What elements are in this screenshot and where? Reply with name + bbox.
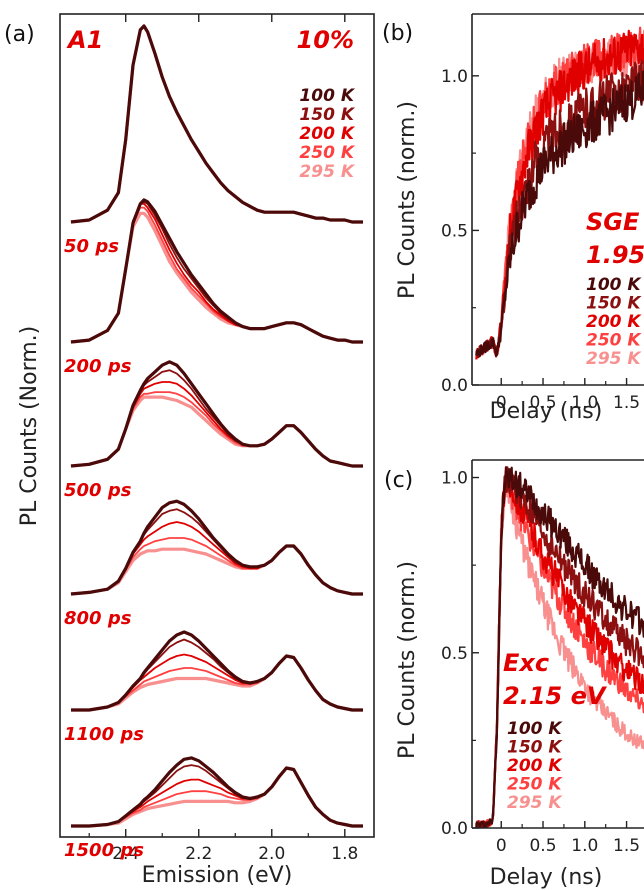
spectrum-800-ps-150-k xyxy=(70,508,363,595)
spectrum-1100-ps-250-k xyxy=(71,655,363,711)
c-plot-x-tick-label-3: 1.5 xyxy=(613,836,640,856)
delay-labels: 50 ps 200 ps 500 ps 800 ps 1100 ps 1500 ps xyxy=(64,236,144,861)
c-plot-y-tick-label-0: 0.0 xyxy=(441,819,468,839)
spectrum-500-ps-295-k xyxy=(70,395,363,468)
b-plot-y-tick-label-2: 1.0 xyxy=(441,67,468,87)
panel-b-label: (b) xyxy=(382,21,413,46)
b-plot-x-tick-label-0: 0 xyxy=(496,393,507,413)
panel-b: (b) 0.0 0.5 1.0 0 0.5 1.0 1.5 SGE 1.95 eV 100 K15… xyxy=(382,13,644,424)
panel-a-frame xyxy=(59,13,375,838)
delay-label-1500-ps: 1500 ps xyxy=(64,840,144,861)
delay-label-1100-ps: 1100 ps xyxy=(64,724,144,745)
spectrum-group-1500-ps xyxy=(71,756,363,828)
delay-label-800-ps: 800 ps xyxy=(64,608,132,629)
a-legend-150-k: 150 K xyxy=(299,105,355,125)
panel-a-xlabel: Emission (eV) xyxy=(142,863,293,888)
spectrum-group-800-ps xyxy=(70,499,363,596)
c-plot-x-tick-label-1: 0.5 xyxy=(529,836,556,856)
b-plot-title-line-0: SGE xyxy=(586,208,640,236)
spectrum-200-ps-100-k xyxy=(70,198,363,344)
c-plot-trace-295-k xyxy=(475,465,644,828)
c-plot-title-line-0: Exc xyxy=(503,649,549,677)
delay-label-200-ps: 200 ps xyxy=(64,356,132,377)
c-plot-legend-250-k: 250 K xyxy=(507,775,563,795)
b-plot-legend-200-k: 200 K xyxy=(586,312,642,332)
b-plot-legend-150-k: 150 K xyxy=(586,294,642,314)
fraction-label: 10% xyxy=(297,26,354,54)
a-legend-100-k: 100 K xyxy=(299,86,355,106)
c-plot-legend-200-k: 200 K xyxy=(507,756,563,776)
spectrum-group-1100-ps xyxy=(71,630,363,712)
b-plot-legend-100-k: 100 K xyxy=(586,275,642,295)
delay-label-50-ps: 50 ps xyxy=(64,236,119,257)
panel-c: (c) 0.0 0.5 1.0 0 0.5 1.0 1.5 Exc 2.15 eV 100 K15… xyxy=(384,459,644,890)
a-x-tick-label-1: 2.2 xyxy=(185,844,212,864)
c-plot-trace-100-k xyxy=(475,466,644,828)
panel-c-ylabel: PL Counts (norm.) xyxy=(395,561,420,759)
b-plot-trace-100-k xyxy=(475,70,644,358)
c-plot-legend-295-k: 295 K xyxy=(507,793,563,813)
panel-a-label: (a) xyxy=(4,22,35,47)
spectrum-1100-ps-100-k xyxy=(71,630,363,712)
c-plot-x-tick-label-2: 1.0 xyxy=(571,836,598,856)
panel-a-ylabel: PL Counts (Norm.) xyxy=(17,326,42,526)
a-legend-200-k: 200 K xyxy=(299,124,355,144)
b-plot-y-tick-label-0: 0.0 xyxy=(441,376,468,396)
panel-a-curves xyxy=(70,24,363,828)
spectrum-50-ps-100-k xyxy=(70,24,363,224)
panel-c-xlabel: Delay (ns) xyxy=(490,865,603,890)
c-plot-trace-150-k xyxy=(475,466,644,828)
spectrum-200-ps-295-k xyxy=(70,211,363,344)
c-plot-legend-150-k: 150 K xyxy=(507,738,563,758)
c-plot-legend-100-k: 100 K xyxy=(507,719,563,739)
b-plot-x-tick-label-1: 0.5 xyxy=(529,393,556,413)
c-plot-y-tick-label-1: 0.5 xyxy=(441,644,468,664)
spectrum-500-ps-100-k xyxy=(70,360,363,468)
b-plot-x-tick-label-3: 1.5 xyxy=(613,393,640,413)
delay-label-500-ps: 500 ps xyxy=(64,480,132,501)
sample-label: A1 xyxy=(66,26,103,54)
c-plot-x-tick-label-0: 0 xyxy=(496,836,507,856)
spectrum-1500-ps-100-k xyxy=(71,756,363,828)
spectrum-800-ps-100-k xyxy=(70,499,363,596)
c-plot-y-tick-label-2: 1.0 xyxy=(441,469,468,489)
panel-c-label: (c) xyxy=(384,468,413,493)
a-x-tick-label-2: 2.0 xyxy=(258,844,285,864)
b-plot-curves xyxy=(475,26,644,360)
b-plot-y-tick-label-1: 0.5 xyxy=(441,221,468,241)
a-x-tick-label-3: 1.8 xyxy=(331,844,358,864)
b-plot-x-tick-label-2: 1.0 xyxy=(571,393,598,413)
spectrum-group-200-ps xyxy=(70,198,363,344)
spectrum-group-500-ps xyxy=(70,360,363,468)
a-legend-295-k: 295 K xyxy=(299,162,355,182)
b-plot-legend-295-k: 295 K xyxy=(586,349,642,369)
c-plot-curves xyxy=(475,465,644,828)
spectrum-group-50-ps xyxy=(70,24,363,224)
spectrum-1100-ps-295-k xyxy=(71,654,363,712)
c-plot-title-line-1: 2.15 eV xyxy=(503,682,608,710)
a-x-tick-label-0: 2.4 xyxy=(112,844,139,864)
b-plot-title-line-1: 1.95 eV xyxy=(586,241,644,269)
panel-b-ylabel: PL Counts (norm.) xyxy=(395,101,420,299)
b-plot-legend-250-k: 250 K xyxy=(586,331,642,351)
a-legend-250-k: 250 K xyxy=(299,143,355,163)
panel-b-xlabel: Delay (ns) xyxy=(490,399,603,424)
panel-a-x-ticks: 2.4 2.2 2.0 1.8 xyxy=(88,14,358,864)
